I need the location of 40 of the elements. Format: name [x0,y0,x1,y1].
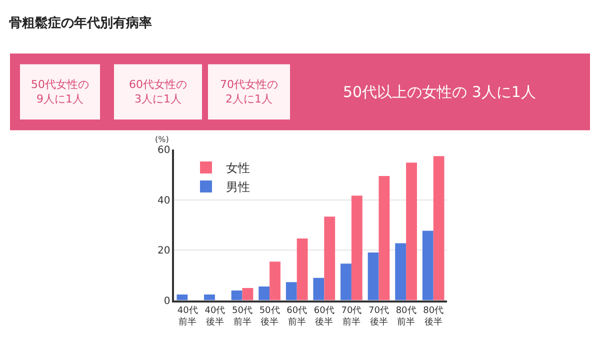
bar [176,294,188,300]
y-tick-label: 0 [164,296,170,307]
bar [242,288,254,300]
text: 70代女性の 2人に1人 [220,78,278,106]
bar [204,294,215,300]
y-tick-label: 20 [158,246,170,257]
bar [286,282,297,300]
x-tick-label: 40代後半 [204,304,226,328]
x-tick-label: 70代前半 [341,304,362,328]
bar [378,176,390,300]
legend-label: 女性 [226,161,250,176]
bar [258,286,270,300]
bar [324,216,336,300]
bar [368,252,379,300]
bar [296,238,308,300]
x-tick-label: 80代前半 [396,304,416,328]
x-tick-label: 70代後半 [368,304,389,328]
x-tick-label: 40代前半 [177,304,198,328]
bar [270,262,280,300]
x-tick-label: 60代前半 [286,304,308,328]
bar [395,243,406,300]
bar [340,264,352,300]
y-tick-label: 40 [158,195,170,206]
y-tick-label: 60 [158,145,170,156]
bar [351,196,362,300]
bar [433,156,444,300]
y-axis-title: (%) [155,135,169,144]
x-tick-label: 80代後半 [423,304,444,328]
bar [406,162,417,300]
text: 60代女性の 3人に1人 [129,78,187,106]
text: 50代女性の 9人に1人 [31,78,89,106]
text: 50代以上の女性の 3人に1人 [343,83,536,101]
x-tick-label: 50代前半 [232,304,252,328]
bar [231,290,242,300]
chart-title: 骨粗鬆症の年代別有病率 [9,15,152,31]
legend-label: 男性 [226,180,250,194]
bar [422,230,434,300]
x-tick-label: 60代後半 [314,304,334,328]
bar [313,278,324,300]
x-tick-label: 50代後半 [259,304,280,328]
